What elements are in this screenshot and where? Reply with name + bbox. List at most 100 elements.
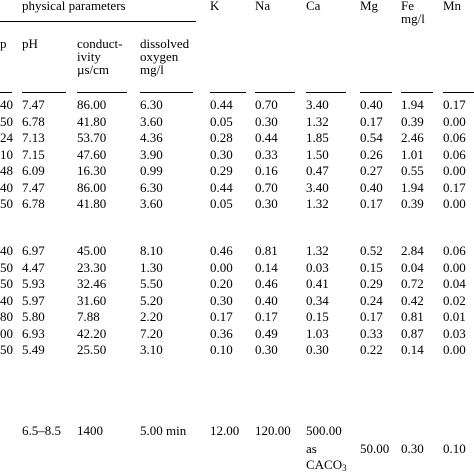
cell-cond: 42.20 bbox=[77, 325, 107, 341]
cell-cond: 23.30 bbox=[77, 259, 107, 275]
col-header-conductivity-1: conduct- bbox=[77, 36, 123, 51]
cell-na: 0.30 bbox=[255, 342, 278, 357]
cell-ca: 1.32 bbox=[306, 113, 329, 129]
cell-k: 0.10 bbox=[210, 342, 233, 357]
cell-cond: 32.46 bbox=[77, 276, 107, 291]
cell-temp: 00 bbox=[0, 325, 13, 341]
cell-temp: 40 bbox=[0, 97, 13, 112]
cell-mg: 0.26 bbox=[360, 146, 383, 162]
col-rule-fe bbox=[401, 92, 433, 93]
cell-ca: 0.41 bbox=[306, 276, 329, 291]
col-header-mn: Mn bbox=[443, 0, 462, 13]
col-header-mg: Mg bbox=[360, 0, 379, 13]
cell-ph: 7.13 bbox=[22, 130, 45, 145]
cell-ph: 5.97 bbox=[22, 292, 45, 308]
cell-do: 6.30 bbox=[140, 97, 163, 112]
cell-fe: 1.94 bbox=[401, 97, 424, 112]
cell-mn: 0.06 bbox=[443, 146, 466, 162]
col-header-fe: Fe bbox=[401, 0, 414, 13]
cell-mg: 0.40 bbox=[360, 97, 383, 112]
cell-fe: 0.55 bbox=[401, 163, 424, 178]
cell-k: 0.20 bbox=[210, 276, 233, 291]
cell-temp: 50 bbox=[0, 342, 13, 357]
col-rule-temp bbox=[0, 92, 12, 93]
cell-mn: 0.01 bbox=[443, 309, 466, 324]
cell-mg: 0.17 bbox=[360, 309, 383, 324]
cell-fe: 0.87 bbox=[401, 325, 424, 341]
cell-fe: 0.42 bbox=[401, 292, 424, 308]
cell-ph: 5.93 bbox=[22, 276, 45, 291]
cell-cond: 86.00 bbox=[77, 97, 107, 112]
cell-temp: 24 bbox=[0, 130, 13, 145]
standard-ca-subscript: 3 bbox=[342, 463, 347, 473]
col-rule-k bbox=[210, 92, 246, 93]
cell-na: 0.70 bbox=[255, 97, 278, 112]
cell-temp: 10 bbox=[0, 146, 13, 162]
standard-conductivity: 1400 bbox=[77, 423, 103, 438]
cell-ca: 1.32 bbox=[306, 243, 329, 258]
cell-mg: 0.27 bbox=[360, 163, 383, 178]
cell-na: 0.30 bbox=[255, 196, 278, 211]
cell-ph: 5.80 bbox=[22, 309, 45, 324]
cell-na: 0.33 bbox=[255, 146, 278, 162]
col-rule-conductivity bbox=[77, 92, 127, 93]
cell-temp: 50 bbox=[0, 276, 13, 291]
cell-ph: 6.93 bbox=[22, 325, 45, 341]
cell-na: 0.30 bbox=[255, 113, 278, 129]
cell-mn: 0.17 bbox=[443, 179, 466, 195]
cell-na: 0.14 bbox=[255, 259, 278, 275]
cell-mn: 0.02 bbox=[443, 292, 466, 308]
cell-na: 0.49 bbox=[255, 325, 278, 341]
cell-temp: 50 bbox=[0, 113, 13, 129]
cell-temp: 40 bbox=[0, 243, 13, 258]
cell-mg: 0.52 bbox=[360, 243, 383, 258]
cell-ph: 6.78 bbox=[22, 196, 45, 211]
standard-mn: 0.10 bbox=[443, 441, 466, 456]
standard-na: 120.00 bbox=[255, 423, 291, 438]
cell-ph: 7.47 bbox=[22, 179, 45, 195]
standard-ca: 500.00 bbox=[306, 423, 342, 438]
cell-k: 0.00 bbox=[210, 259, 233, 275]
cell-k: 0.30 bbox=[210, 146, 233, 162]
cell-do: 6.30 bbox=[140, 179, 163, 195]
cell-mn: 0.00 bbox=[443, 259, 466, 275]
cell-ca: 1.85 bbox=[306, 130, 329, 145]
col-header-na: Na bbox=[255, 0, 271, 13]
standard-ph: 6.5–8.5 bbox=[22, 423, 61, 438]
cell-do: 5.50 bbox=[140, 276, 163, 291]
cell-fe: 0.04 bbox=[401, 259, 424, 275]
cell-mg: 0.40 bbox=[360, 179, 383, 195]
cell-ca: 1.03 bbox=[306, 325, 329, 341]
cell-do: 3.10 bbox=[140, 342, 163, 357]
col-header-do-1: dissolved bbox=[140, 36, 190, 51]
standard-do: 5.00 min bbox=[140, 423, 187, 438]
cell-cond: 86.00 bbox=[77, 179, 107, 195]
col-header-k: K bbox=[210, 0, 220, 13]
cell-k: 0.44 bbox=[210, 97, 233, 112]
standard-ca-formula: CACO bbox=[306, 457, 343, 472]
cell-mg: 0.22 bbox=[360, 342, 383, 357]
cell-cond: 25.50 bbox=[77, 342, 107, 357]
cell-ph: 6.78 bbox=[22, 113, 45, 129]
cell-ca: 0.47 bbox=[306, 163, 329, 178]
col-rule-do bbox=[140, 92, 193, 93]
cell-do: 4.36 bbox=[140, 130, 163, 145]
cell-mn: 0.00 bbox=[443, 196, 466, 211]
col-header-do-3: mg/l bbox=[140, 62, 164, 77]
cell-cond: 45.00 bbox=[77, 243, 107, 258]
cell-fe: 2.46 bbox=[401, 130, 424, 145]
cell-ca: 0.03 bbox=[306, 259, 329, 275]
cell-k: 0.30 bbox=[210, 292, 233, 308]
cell-cond: 41.80 bbox=[77, 196, 107, 211]
cell-ca: 1.32 bbox=[306, 196, 329, 211]
cell-na: 0.16 bbox=[255, 163, 278, 178]
cell-mn: 0.06 bbox=[443, 243, 466, 258]
cell-cond: 31.60 bbox=[77, 292, 107, 308]
cell-mg: 0.15 bbox=[360, 259, 383, 275]
cell-temp: 48 bbox=[0, 163, 13, 178]
cell-mn: 0.04 bbox=[443, 276, 466, 291]
cell-fe: 0.81 bbox=[401, 309, 424, 324]
col-header-do-2: oxygen bbox=[140, 49, 179, 64]
cell-cond: 53.70 bbox=[77, 130, 107, 145]
standard-ca-compound: CACO3 bbox=[306, 458, 347, 475]
